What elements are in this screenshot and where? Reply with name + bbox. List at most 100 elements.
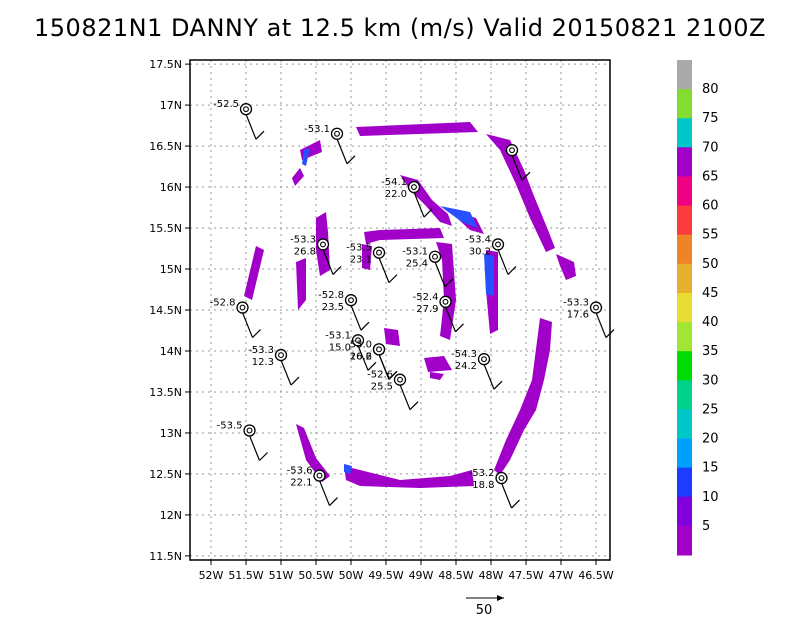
sonde-marker: -53.326.8 [290, 234, 342, 275]
sonde-inner [593, 304, 599, 311]
colorbar-swatch [677, 234, 692, 265]
vector-scale: 50 [466, 595, 504, 618]
x-tick-label: 47W [549, 569, 574, 582]
wind-barb-staff [378, 354, 390, 380]
x-tick-label: 51.5W [228, 569, 263, 582]
sonde-label-2: 22.1 [290, 478, 312, 489]
y-tick-label: 17.5N [149, 58, 182, 71]
wind-barb-flag [507, 266, 517, 275]
colorbar-swatch [677, 380, 692, 410]
sonde-label-1: -53.1 [402, 247, 428, 258]
sonde-label-2: 15.0 [329, 342, 351, 353]
y-tick-label: 16N [160, 181, 182, 194]
sonde-ring [407, 180, 421, 194]
sonde-marker: -53.622.1 [287, 466, 338, 506]
sonde-marker: -53.317.6 [563, 298, 615, 338]
sonde-inner [509, 147, 515, 154]
wind-barb-staff [248, 435, 261, 461]
shaded-field [244, 122, 576, 488]
wind-band [344, 466, 474, 488]
colorbar-label: 60 [702, 199, 719, 214]
sonde-ring [372, 343, 386, 356]
colorbar-swatch [677, 438, 692, 469]
wind-barb-staff [497, 249, 509, 275]
wind-band [486, 134, 555, 252]
colorbar-swatch [677, 496, 692, 527]
x-tick-label: 50.5W [298, 569, 333, 582]
colorbar-label: 5 [702, 519, 710, 534]
wind-barb-flag [346, 155, 356, 165]
colorbar-label: 10 [702, 490, 719, 505]
wind-barb-flag [423, 208, 433, 218]
sonde-label-2: 25.4 [406, 259, 428, 270]
sonde-inner [243, 106, 249, 113]
colorbar-swatch [677, 176, 692, 207]
sonde-ring [344, 294, 358, 307]
sonde-label-1: -52.8 [210, 298, 236, 309]
sonde-ring [313, 469, 326, 482]
sonde-label-1: -54.1 [381, 177, 407, 188]
sonde-label-1: -52.5 [213, 99, 239, 110]
colorbar-swatch [677, 118, 692, 148]
wind-band [430, 372, 444, 380]
wind-barb-flag [255, 130, 265, 140]
wind-barb-staff [378, 257, 390, 283]
sonde-marker [505, 144, 531, 181]
scale-label: 50 [476, 603, 493, 618]
sonde-label-1: -53.6 [287, 466, 313, 477]
colorbar-swatch [677, 409, 692, 440]
colorbar-swatch [677, 467, 692, 498]
sonde-label-2: 12.3 [252, 357, 274, 368]
sonde-ring [589, 301, 603, 314]
wind-barb-flag [367, 361, 377, 371]
colorbar-label: 65 [702, 169, 719, 184]
sonde-ring [439, 295, 452, 308]
sonde-inner [239, 304, 246, 311]
scale-arrow-head [497, 595, 504, 601]
y-tick-label: 15N [160, 263, 182, 276]
x-tick-label: 46.5W [578, 569, 613, 582]
sonde-label-1: -52.6 [367, 370, 393, 381]
wind-barb-staff [280, 359, 292, 386]
wind-band-blue [344, 464, 352, 474]
wind-band [356, 122, 478, 136]
colorbar-swatch [677, 205, 692, 236]
sonde-label-1: -52.4 [413, 292, 439, 303]
sonde-label-1: 53.0 [350, 339, 372, 350]
sonde-marker: -53.312.3 [248, 345, 300, 386]
y-axis: 11.5N 12N 12.5N 13N 13.5N 14N 14.5N 15N 15.5N 16N… [149, 58, 190, 563]
sonde-marker: -53.5 [217, 420, 268, 461]
wind-barb-flag [332, 266, 342, 275]
sonde-label-2: 23.5 [322, 302, 344, 313]
sonde-marker: -53.523.1 [346, 243, 398, 284]
x-tick-label: 47.5W [508, 569, 543, 582]
sonde-inner [246, 427, 253, 434]
colorbar-swatch [677, 322, 692, 352]
colorbar-label: 70 [702, 140, 719, 155]
sonde-inner [498, 475, 505, 481]
sonde-inner [376, 346, 382, 353]
wind-barb-staff [350, 304, 362, 331]
wind-band [436, 242, 456, 340]
sonde-label-2: 22.0 [385, 189, 407, 200]
wind-barb-flag [329, 497, 338, 506]
sonde-label-1: -54.3 [451, 349, 477, 360]
sonde-marker: -53.430.2 [465, 234, 517, 275]
sonde-label-1: -53.5 [346, 243, 372, 254]
colorbar-label: 45 [702, 286, 719, 301]
wind-barb-flag [290, 376, 300, 386]
wind-barb-flag [360, 321, 370, 331]
sonde-marker: -52.8 [210, 298, 261, 338]
sonde-label-1: -53.5 [217, 420, 243, 431]
wind-barb-flag [252, 329, 261, 338]
colorbar-label: 35 [702, 344, 719, 359]
wind-band [362, 244, 372, 270]
sonde-marker: -52.5 [213, 99, 265, 140]
wind-barb-flag [493, 380, 503, 390]
sonde-ring [239, 103, 253, 116]
sonde-inner [334, 130, 340, 137]
y-tick-label: 13.5N [149, 386, 182, 399]
sonde-label-2: 18.8 [472, 480, 494, 491]
sonde-inner [481, 356, 487, 363]
colorbar-swatch [677, 147, 692, 177]
